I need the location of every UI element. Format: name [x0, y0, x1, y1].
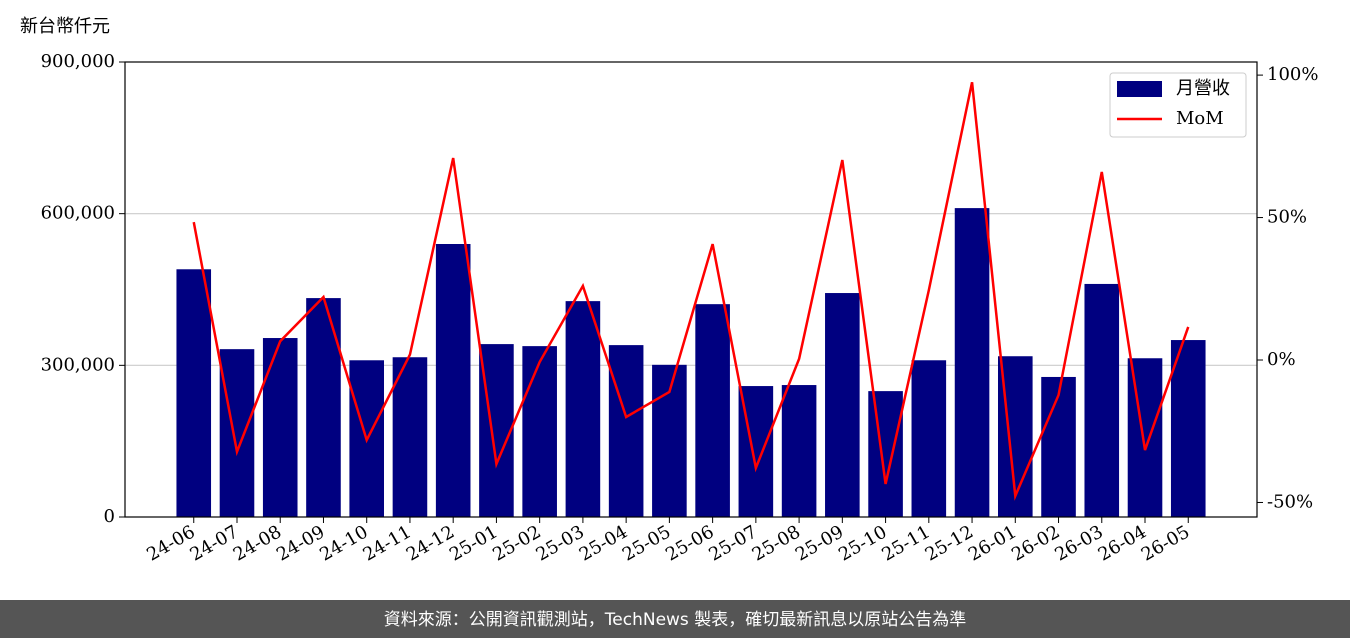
y-tick-label: 300,000: [41, 354, 115, 375]
y2-tick-label: 100%: [1267, 64, 1318, 85]
x-tick-label: 24-06: [143, 521, 198, 565]
x-tick-label: 24-10: [316, 521, 371, 565]
x-tick-label: 26-03: [1051, 521, 1106, 565]
bar: [911, 360, 947, 517]
bar: [306, 298, 341, 517]
bar: [1127, 358, 1163, 517]
footer-bar: [0, 600, 1350, 638]
x-tick-label: 25-06: [662, 521, 717, 565]
x-tick-label: 24-12: [403, 521, 458, 565]
legend-label: MoM: [1176, 108, 1224, 129]
bar: [435, 244, 471, 517]
bar: [176, 269, 212, 517]
x-tick-label: 26-02: [1008, 521, 1063, 565]
bar: [954, 208, 990, 517]
x-tick-label: 25-02: [489, 521, 544, 565]
x-tick-label: 24-07: [187, 521, 242, 565]
bar: [565, 301, 601, 517]
bar: [781, 385, 817, 517]
y2-tick-label: 0%: [1267, 349, 1296, 370]
bar: [1170, 340, 1206, 517]
y-axis-label: 新台幣仟元: [20, 16, 110, 37]
bar: [1084, 283, 1120, 517]
bar: [479, 344, 514, 517]
plot-frame: [124, 61, 1258, 518]
x-tick-label: 25-11: [878, 521, 933, 565]
footer-text: 資料來源：公開資訊觀測站，TechNews 製表，確切最新訊息以原站公告為準: [384, 610, 966, 630]
bar: [868, 391, 903, 517]
legend-swatch: [1117, 81, 1162, 97]
y-tick-label: 600,000: [41, 203, 115, 224]
x-tick-label: 25-12: [922, 521, 977, 565]
bar: [695, 304, 730, 517]
x-tick-label: 25-01: [446, 521, 501, 565]
x-tick-label: 24-08: [230, 521, 285, 565]
x-tick-label: 25-04: [576, 521, 631, 565]
x-tick-label: 25-10: [835, 521, 890, 565]
x-tick-label: 25-03: [532, 521, 587, 565]
bar: [392, 357, 428, 517]
line: [192, 81, 1190, 501]
x-tick-label: 25-08: [749, 521, 804, 565]
bar: [262, 338, 298, 517]
bar: [219, 349, 255, 517]
x-tick-label: 24-11: [360, 521, 415, 565]
bar: [608, 345, 644, 517]
x-tick-label: 26-05: [1138, 521, 1193, 565]
x-tick-label: 25-07: [705, 521, 760, 565]
x-tick-label: 26-01: [965, 521, 1020, 565]
x-tick-label: 25-09: [792, 521, 847, 565]
y2-tick-label: 50%: [1267, 207, 1307, 228]
x-tick-label: 26-04: [1095, 521, 1150, 565]
legend-label: 月營收: [1176, 78, 1230, 99]
x-tick-label: 24-09: [273, 521, 328, 565]
y-tick-label: 0: [104, 506, 115, 527]
bar: [1041, 376, 1076, 517]
y2-tick-label: -50%: [1267, 491, 1313, 512]
y-tick-label: 900,000: [41, 51, 115, 72]
bar: [825, 293, 860, 517]
x-tick-label: 25-05: [619, 521, 674, 565]
bar: [522, 346, 557, 517]
